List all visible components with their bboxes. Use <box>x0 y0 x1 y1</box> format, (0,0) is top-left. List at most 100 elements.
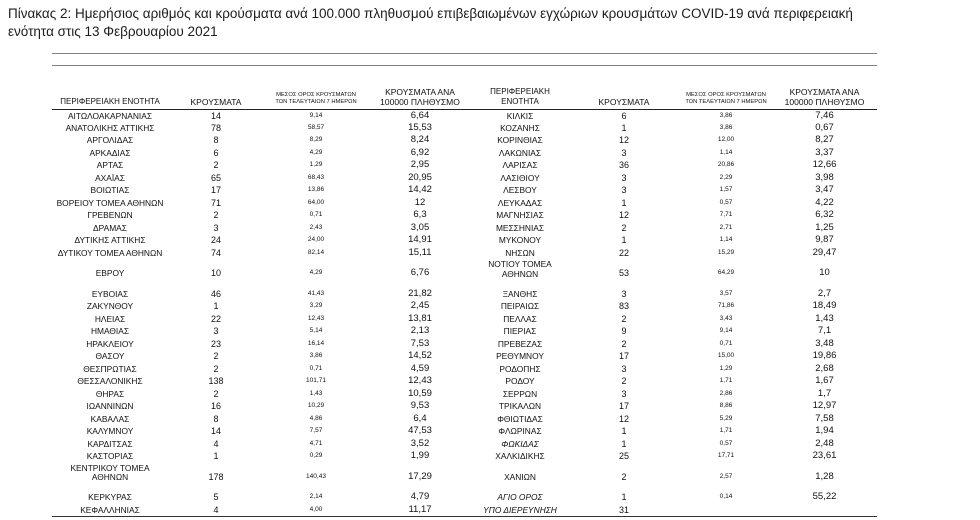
right-region-cell: ΦΛΩΡΙΝΑΣ <box>498 426 542 437</box>
table-row: ΓΡΕΒΕΝΩΝ 2 0,71 6,3 ΜΑΓΝΗΣΙΑΣ 12 7,71 6,32 <box>52 209 877 222</box>
left-region-cell: ΘΗΡΑΣ <box>95 388 125 399</box>
right-per-100k-cell: 7,1 <box>817 325 832 337</box>
left-avg-7day-cell: 24,00 <box>307 236 325 244</box>
left-region-cell: ΗΛΕΙΑΣ <box>94 313 126 324</box>
right-avg-7day-cell: 20,86 <box>717 161 735 169</box>
left-per-100k-cell: 6,92 <box>410 146 430 158</box>
right-avg-7day-cell: 15,00 <box>717 352 735 360</box>
left-cases-cell: 23 <box>210 338 221 349</box>
left-per-100k-cell: 15,11 <box>408 246 432 258</box>
left-per-100k-cell: 14,52 <box>408 350 432 362</box>
left-per-100k-cell: 8,24 <box>410 134 430 146</box>
left-region-cell: ΚΕΦΑΛΛΗΝΙΑΣ <box>52 503 168 517</box>
right-region-cell: ΧΑΛΚΙΔΙΚΗΣ <box>495 451 545 462</box>
right-per-100k-cell: 3,98 <box>815 171 834 183</box>
right-per-100k-cell: 55,22 <box>812 491 837 503</box>
right-region-cell: ΑΓΙΟ ΟΡΟΣ <box>497 492 543 503</box>
left-avg-7day-cell: 4,86 <box>309 414 323 422</box>
right-cases-cell: 1 <box>621 426 627 437</box>
table-row: ΔΥΤΙΚΟΥ ΤΟΜΕΑ ΑΘΗΝΩΝ 74 82,14 15,11 ΝΗΣΩΝ 22 1… <box>52 247 877 260</box>
left-per-100k-cell: 6,76 <box>410 267 430 279</box>
right-region-cell: ΚΙΛΚΙΣ <box>506 110 534 121</box>
right-avg-7day-cell: 1,29 <box>719 364 733 372</box>
right-region-cell: ΡΕΘΥΜΝΟΥ <box>496 351 544 362</box>
right-avg-7day-cell: 0,57 <box>719 439 733 447</box>
right-cases-cell: 2 <box>621 222 627 233</box>
left-region-cell: ΕΥΒΟΙΑΣ <box>91 288 129 299</box>
right-avg-7day-cell: 1,14 <box>719 236 733 244</box>
right-per-100k-cell: 1,7 <box>817 387 832 399</box>
left-region-cell: ΔΥΤΙΚΟΥ ΤΟΜΕΑ ΑΘΗΝΩΝ <box>57 247 163 258</box>
left-header-cases: ΚΡΟΥΣΜΑΤΑ <box>168 85 264 110</box>
right-region-cell: ΛΑΡΙΣΑΣ <box>502 160 538 171</box>
right-region-cell: ΠΡΕΒΕΖΑΣ <box>497 338 543 349</box>
left-region-cell: ΓΡΕΒΕΝΩΝ <box>87 210 133 221</box>
left-per-100k-cell: 47,53 <box>408 425 432 437</box>
right-cases-cell: 6 <box>621 110 627 121</box>
left-cases-cell: 74 <box>210 247 221 258</box>
right-avg-7day-cell: 8,86 <box>719 402 733 410</box>
table-row: ΚΕΝΤΡΙΚΟΥ ΤΟΜΕΑ ΑΘΗΝΩΝ 178 140,43 17,29 ΧΑΝΙ… <box>52 463 877 492</box>
right-per-100k-cell: 8,27 <box>815 134 834 146</box>
left-cases-cell: 2 <box>213 210 219 221</box>
right-region-cell: ΠΙΕΡΙΑΣ <box>503 326 537 337</box>
right-avg-7day-cell: 2,86 <box>719 389 733 397</box>
right-cases-cell: 9 <box>621 326 627 337</box>
right-per-100k-cell: 29,47 <box>812 246 837 258</box>
table-row: ΗΜΑΘΙΑΣ 3 5,14 2,13 ΠΙΕΡΙΑΣ 9 9,14 7,1 <box>52 325 877 338</box>
right-per-100k-cell: 3,48 <box>815 337 834 349</box>
right-region-cell: ΥΠΟ ΔΙΕΡΕΥΝΗΣΗ <box>472 503 568 517</box>
table-header: ΠΕΡΙΦΕΡΕΙΑΚΗ ΕΝΟΤΗΤΑ ΚΡΟΥΣΜΑΤΑ ΜΕΣΟΣ ΟΡΟ… <box>52 85 877 110</box>
left-per-100k-cell: 9,53 <box>410 400 430 412</box>
table-row: ΔΥΤΙΚΗΣ ΑΤΤΙΚΗΣ 24 24,00 14,91 ΜΥΚΟΝΟΥ 1 1,14 9… <box>52 234 877 247</box>
left-avg-7day-cell: 140,43 <box>306 472 326 480</box>
left-per-100k-cell: 11,17 <box>368 503 472 517</box>
right-avg-7day-cell: 3,86 <box>719 123 733 131</box>
left-avg-7day-cell: 5,14 <box>309 327 323 335</box>
right-region-cell: ΤΡΙΚΑΛΩΝ <box>498 401 542 412</box>
left-cases-cell: 78 <box>210 122 221 133</box>
right-cases-cell: 2 <box>621 471 627 482</box>
left-cases-cell: 46 <box>210 288 221 299</box>
right-avg-7day-cell: 7,71 <box>719 211 733 219</box>
left-avg-7day-cell: 4,71 <box>309 439 323 447</box>
left-per-100k-cell: 14,42 <box>408 184 432 196</box>
left-region-cell: ΗΡΑΚΛΕΙΟΥ <box>86 338 134 349</box>
right-avg-7day-cell: 0,71 <box>719 339 733 347</box>
left-avg-7day-cell: 9,14 <box>309 111 323 119</box>
table-caption: Πίνακας 2: Ημερήσιος αριθμός και κρούσμα… <box>8 5 853 41</box>
right-avg-7day-cell: 2,29 <box>719 173 733 181</box>
left-per-100k-cell: 12,43 <box>408 375 432 387</box>
left-avg-7day-cell: 68,43 <box>307 173 325 181</box>
left-region-cell: ΚΑΣΤΟΡΙΑΣ <box>86 451 134 462</box>
left-avg-7day-cell: 13,86 <box>307 186 325 194</box>
right-cases-cell: 83 <box>618 301 629 312</box>
left-header-per-100k: ΚΡΟΥΣΜΑΤΑ ΑΝΑ 100000 ΠΛΗΘΥΣΜΟ <box>368 85 472 110</box>
right-avg-7day-cell: 2,57 <box>719 472 733 480</box>
right-header-avg-7day: ΜΕΣΟΣ ΟΡΟΣ ΚΡΟΥΣΜΑΤΩΝ ΤΩΝ ΤΕΛΕΥΤΑΙΩΝ 7 Η… <box>680 85 772 110</box>
right-per-100k-cell: 1,25 <box>815 221 834 233</box>
right-region-cell: ΣΕΡΡΩΝ <box>502 388 538 399</box>
right-per-100k-cell: 1,43 <box>815 312 834 324</box>
left-avg-7day-cell: 1,43 <box>309 389 323 397</box>
left-per-100k-cell: 6,64 <box>410 109 430 121</box>
table-body: ΑΙΤΩΛΟΑΚΑΡΝΑΝΙΑΣ 14 9,14 6,64 ΚΙΛΚΙΣ 6 3,86 7,4… <box>52 109 877 517</box>
right-cases-cell: 3 <box>621 388 627 399</box>
top-rule <box>52 53 877 54</box>
right-cases-cell: 36 <box>618 160 629 171</box>
right-region-cell: ΞΑΝΘΗΣ <box>502 288 538 299</box>
left-avg-7day-cell: 101,71 <box>306 377 326 385</box>
table-row: ΒΟΙΩΤΙΑΣ 17 13,86 14,42 ΛΕΣΒΟΥ 3 1,57 3,47 <box>52 184 877 197</box>
right-region-cell: ΜΑΓΝΗΣΙΑΣ <box>496 210 544 221</box>
left-cases-cell: 2 <box>213 363 219 374</box>
right-per-100k-cell: 12,97 <box>812 400 837 412</box>
left-cases-cell: 5 <box>213 492 219 503</box>
left-avg-7day-cell: 12,43 <box>307 314 325 322</box>
right-cases-cell: 12 <box>618 135 629 146</box>
left-region-cell: ΗΜΑΘΙΑΣ <box>90 326 130 337</box>
left-per-100k-cell: 21,82 <box>408 287 432 299</box>
table-row: ΗΛΕΙΑΣ 22 12,43 13,81 ΠΕΛΛΑΣ 2 3,43 1,43 <box>52 313 877 326</box>
left-cases-cell: 1 <box>213 301 219 312</box>
table-row: ΚΑΛΥΜΝΟΥ 14 7,57 47,53 ΦΛΩΡΙΝΑΣ 1 1,71 1,94 <box>52 425 877 438</box>
right-per-100k-cell: 7,58 <box>815 412 834 424</box>
